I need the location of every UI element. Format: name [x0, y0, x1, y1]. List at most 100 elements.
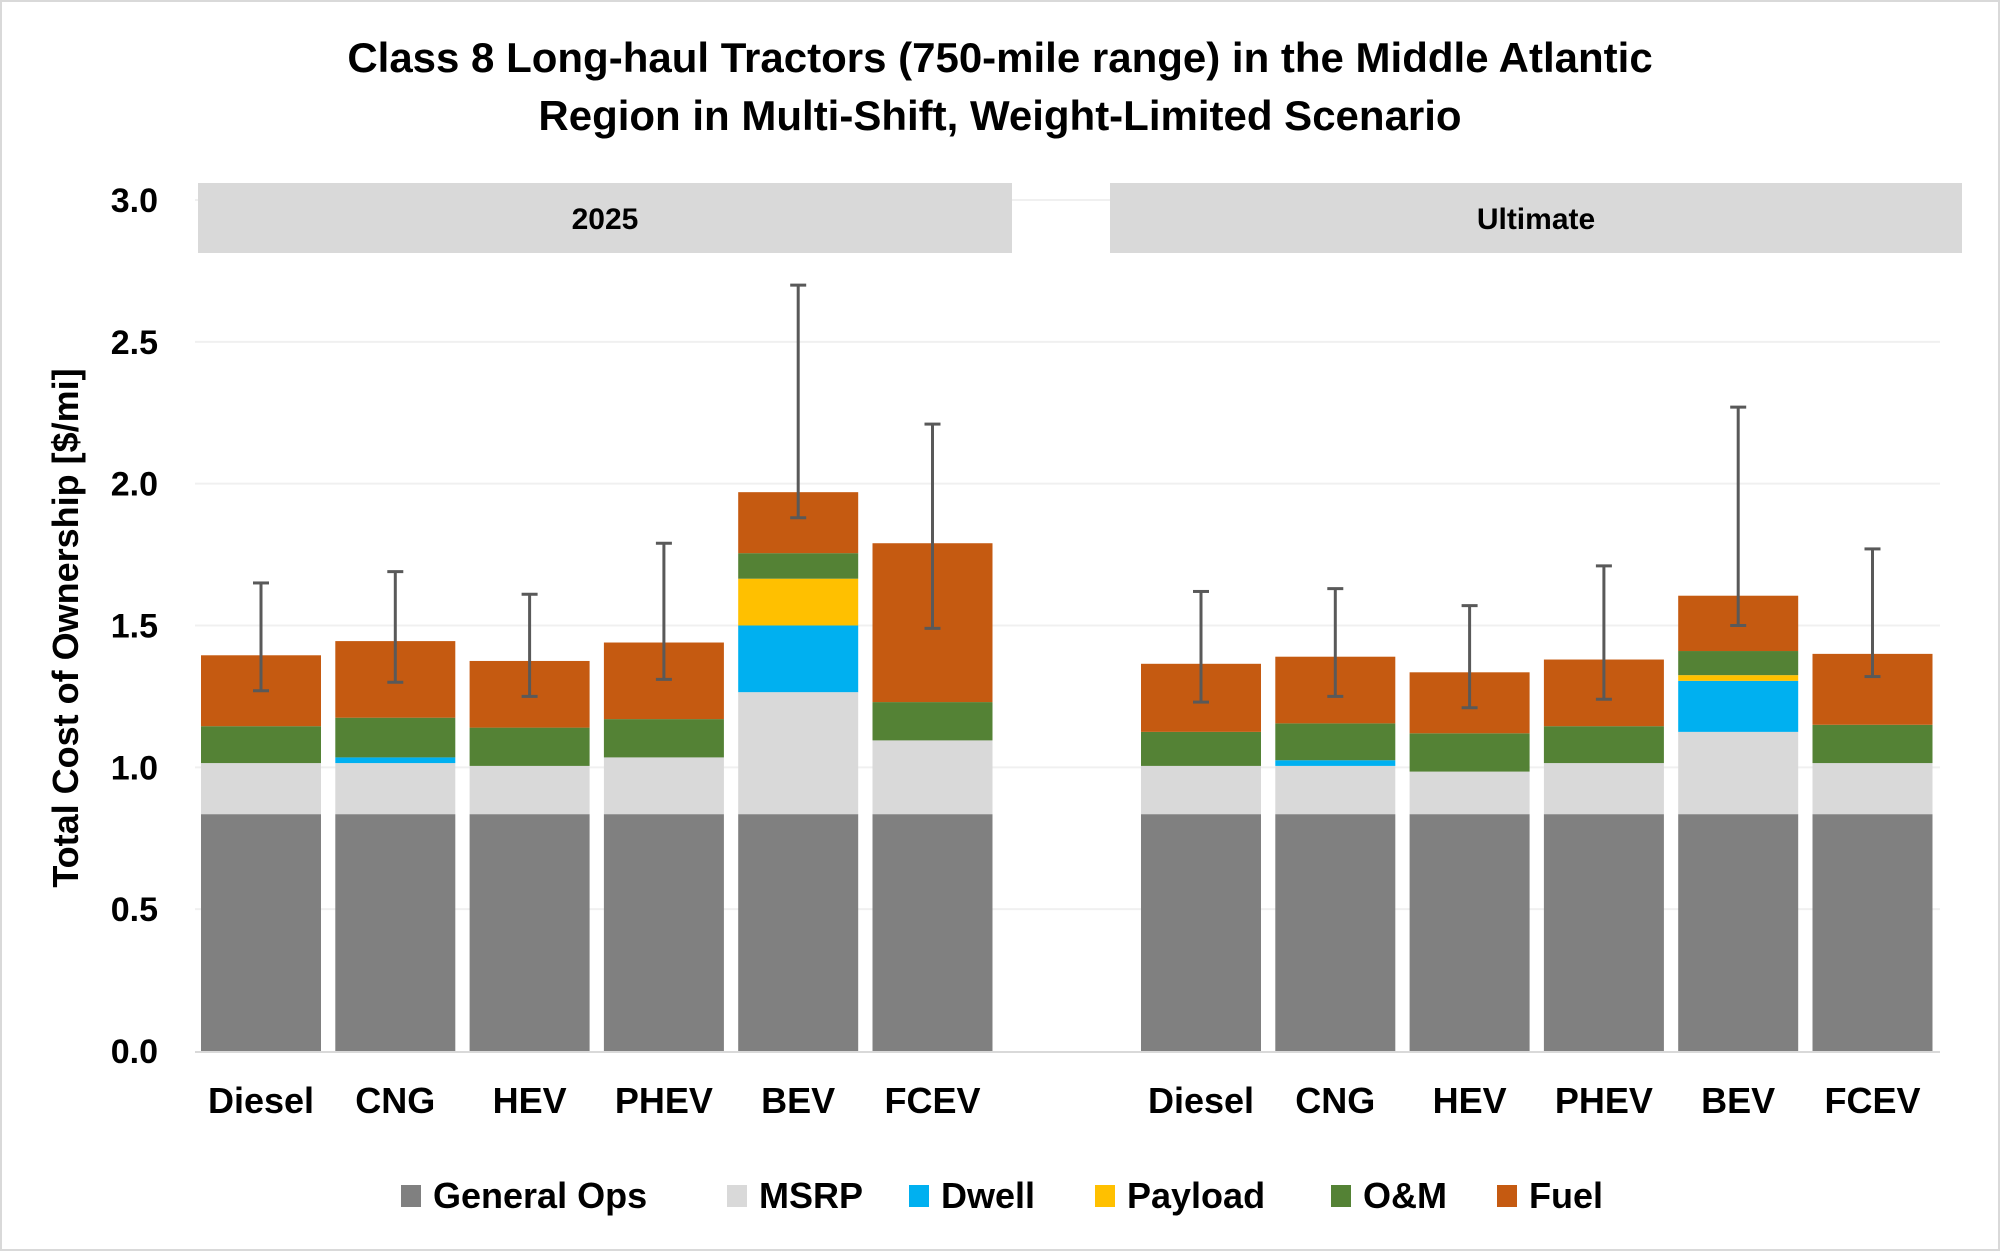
bar-segment-general-ops [335, 814, 456, 1051]
legend-item-o-m: O&M [1331, 1175, 1447, 1216]
legend-item-msrp: MSRP [727, 1175, 863, 1216]
legend-item-general-ops: General Ops [401, 1175, 647, 1216]
facet-strip-2025 [198, 183, 1012, 253]
error-bar [1595, 564, 1612, 701]
x-tick-label: CNG [355, 1080, 435, 1121]
legend-swatch [727, 1185, 747, 1207]
error-bar [1730, 405, 1747, 627]
y-tick-label: 0.0 [111, 1033, 158, 1071]
x-tick-label: PHEV [1555, 1080, 1653, 1121]
legend-item-dwell: Dwell [909, 1175, 1035, 1216]
bar-segment-o-m [1275, 723, 1396, 761]
legend-swatch [1331, 1185, 1351, 1207]
y-tick-label: 2.5 [111, 324, 158, 362]
bar-segment-dwell [1678, 680, 1799, 732]
bar-segment-msrp [335, 763, 456, 815]
legend-item-payload: Payload [1095, 1175, 1265, 1216]
x-tick-label: PHEV [615, 1080, 713, 1121]
bar-segment-general-ops [1678, 814, 1799, 1051]
error-bar [1193, 589, 1209, 704]
y-tick-label: 2.0 [111, 466, 158, 504]
bar-segment-o-m [1409, 733, 1530, 772]
error-bar [387, 570, 404, 684]
x-tick-label: Diesel [208, 1080, 314, 1121]
bar-segment-o-m [738, 553, 859, 579]
legend-swatch [1497, 1185, 1517, 1207]
y-axis-label: Total Cost of Ownership [$/mi] [45, 368, 86, 887]
bar-segment-general-ops [1812, 814, 1933, 1051]
legend-label: MSRP [759, 1175, 863, 1216]
bar-segment-msrp [1141, 765, 1261, 815]
bar-segment-o-m [1141, 731, 1261, 766]
bar-segment-o-m [1678, 651, 1799, 676]
error-bar [790, 283, 807, 520]
bar-segment-o-m [603, 719, 724, 758]
bar-segment-o-m [1543, 726, 1664, 764]
x-tick-label: FCEV [884, 1080, 980, 1121]
bar-segment-general-ops [603, 814, 724, 1051]
bar-segment-general-ops [738, 814, 859, 1051]
bar-segment-msrp [1678, 731, 1799, 815]
bar-segment-msrp [872, 740, 993, 815]
error-bar [655, 541, 672, 681]
legend-label: Dwell [941, 1175, 1035, 1216]
bar-segment-o-m [335, 717, 456, 758]
legend: General Ops MSRP Dwell Payload O&M Fuel [401, 1175, 1603, 1216]
x-tick-label: HEV [493, 1080, 567, 1121]
facet-label: Ultimate [1477, 203, 1595, 236]
error-bar [1864, 547, 1881, 679]
error-bars [253, 283, 1881, 710]
x-tick-label: BEV [1701, 1080, 1775, 1121]
x-tick-label: Diesel [1148, 1080, 1254, 1121]
legend-swatch [1095, 1185, 1115, 1207]
bar-segment-o-m [469, 727, 590, 766]
bar-segment-msrp [603, 757, 724, 815]
x-tick-label: HEV [1433, 1080, 1507, 1121]
bar-segment-o-m [872, 702, 993, 741]
bar-segment-dwell [738, 625, 859, 693]
legend-label: O&M [1363, 1175, 1447, 1216]
error-bar [253, 581, 269, 693]
bar-segment-msrp [1275, 765, 1396, 815]
bar-segment-general-ops [1543, 814, 1664, 1051]
chart-title-line-2: Region in Multi-Shift, Weight-Limited Sc… [538, 92, 1461, 139]
x-tick-label: CNG [1295, 1080, 1375, 1121]
legend-label: Payload [1127, 1175, 1265, 1216]
bar-segment-general-ops [872, 814, 993, 1051]
error-bar [1461, 604, 1478, 710]
bars [201, 492, 1933, 1051]
y-axis-ticks: 0.0 0.5 1.0 1.5 2.0 2.5 3.0 [111, 182, 158, 1071]
error-bar [1327, 587, 1344, 698]
y-tick-label: 1.5 [111, 608, 158, 646]
facet-label: 2025 [572, 203, 639, 236]
bar-segment-general-ops [1409, 814, 1530, 1051]
bar-segment-general-ops [469, 814, 590, 1051]
legend-label: Fuel [1529, 1175, 1603, 1216]
legend-swatch [909, 1185, 929, 1207]
bar-segment-msrp [469, 765, 590, 815]
x-tick-label: BEV [761, 1080, 835, 1121]
legend-label: General Ops [433, 1175, 647, 1216]
bar-segment-msrp [201, 763, 321, 815]
bar-segment-general-ops [201, 814, 321, 1051]
y-tick-label: 3.0 [111, 182, 158, 220]
error-bar [521, 592, 538, 698]
x-axis-category-labels: Diesel CNG HEV PHEV BEV FCEV Diesel CNG HEV PHEV B… [208, 1080, 1921, 1121]
bar-segment-o-m [1812, 724, 1933, 764]
facet-strip-ultimate [1110, 183, 1962, 253]
y-tick-label: 1.0 [111, 749, 158, 787]
bar-segment-dwell [335, 757, 456, 764]
bar-segment-dwell [1275, 760, 1396, 766]
bar-segment-msrp [1409, 771, 1530, 815]
bar-segment-o-m [201, 726, 321, 764]
bar-segment-general-ops [1275, 814, 1396, 1051]
y-tick-label: 0.5 [111, 891, 158, 929]
facet-strips: 2025 Ultimate [198, 183, 1962, 253]
error-bar [924, 422, 941, 630]
chart-title: Class 8 Long-haul Tractors (750-mile ran… [347, 34, 1652, 139]
legend-item-fuel: Fuel [1497, 1175, 1603, 1216]
chart-title-line-1: Class 8 Long-haul Tractors (750-mile ran… [347, 34, 1652, 81]
bar-segment-msrp [1543, 763, 1664, 815]
bar-segment-msrp [738, 692, 859, 815]
bar-segment-general-ops [1141, 814, 1261, 1051]
